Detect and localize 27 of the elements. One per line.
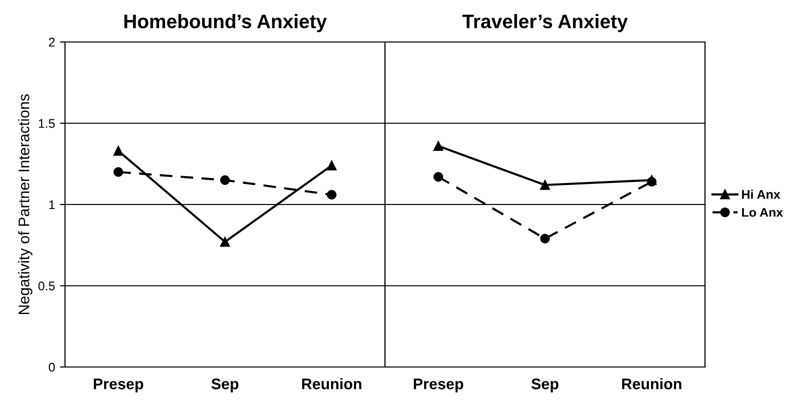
point — [326, 160, 337, 170]
chart-title: Homebound’s Anxiety — [124, 14, 327, 32]
y-tick-label: 0.5 — [38, 282, 55, 290]
point — [220, 175, 230, 185]
y-tick-label: 0 — [48, 362, 55, 372]
chart-title: Traveler’s Anxiety — [462, 14, 628, 32]
x-tick-label: Reunion — [302, 378, 362, 390]
point — [646, 176, 657, 187]
point — [540, 234, 550, 244]
x-tick-label: Reunion — [622, 378, 682, 390]
x-tick-label: Presep — [94, 378, 144, 392]
point — [113, 146, 124, 156]
point — [433, 172, 444, 182]
y-tick-label: 1 — [49, 200, 55, 210]
point — [540, 180, 550, 190]
y-tick-label: 1.5 — [38, 119, 55, 128]
point — [433, 141, 444, 151]
point — [220, 237, 230, 247]
y-tick-label: 2 — [48, 38, 55, 47]
legend-label: Lo Anx — [742, 208, 784, 217]
x-tick-label: Sep — [531, 378, 558, 392]
x-tick-label: Presep — [414, 378, 464, 392]
point — [326, 190, 337, 200]
point — [113, 167, 124, 177]
x-tick-label: Sep — [211, 378, 238, 392]
y-axis-title: Negativity of Partner Interactions — [18, 94, 32, 314]
legend-label: Hi Anx — [742, 190, 780, 199]
